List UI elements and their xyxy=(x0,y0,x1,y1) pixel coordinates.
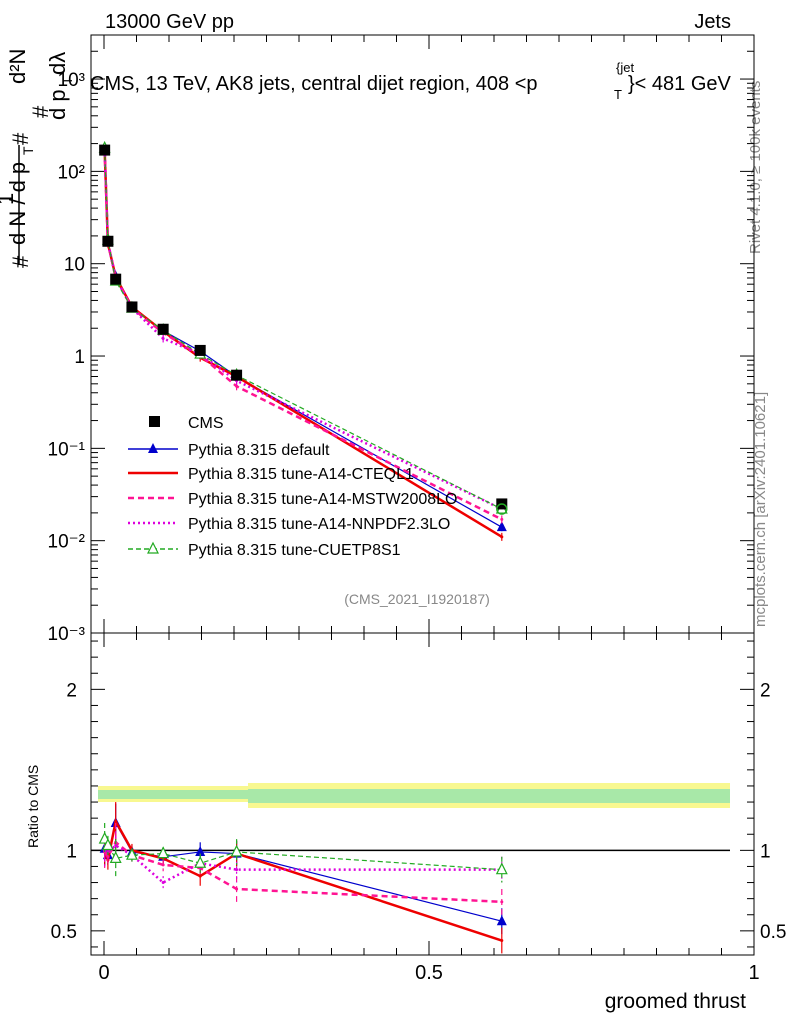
data-point xyxy=(496,521,507,532)
ratio-line xyxy=(104,821,502,922)
data-point xyxy=(125,847,138,860)
svg-text:T: T xyxy=(20,146,36,155)
ratio-plot-frame xyxy=(90,632,755,956)
mcplots-label: mcplots.cern.ch [arXiv:2401.10621] xyxy=(752,392,769,627)
svg-text:dλ: dλ xyxy=(45,52,70,75)
ratio-series-3 xyxy=(103,822,504,915)
title-suffix: }< 481 GeV xyxy=(628,73,732,95)
data-point xyxy=(230,844,243,857)
ratio-y-tick-label-right: 1 xyxy=(760,841,771,862)
legend: CMS Pythia 8.315 default Pythia 8.315 tu… xyxy=(128,415,457,559)
top-axis-ticks: 10⁻³ 10⁻² 10⁻¹ 1 10 10² 10³ xyxy=(48,34,755,645)
data-point xyxy=(500,939,504,943)
data-point xyxy=(126,301,138,313)
svg-text:d²N: d²N xyxy=(5,49,30,84)
legend-marker-cms xyxy=(149,416,160,427)
legend-marker-default xyxy=(148,443,158,453)
svg-text:#: # xyxy=(28,105,53,118)
svg-text:T: T xyxy=(59,76,75,85)
data-point xyxy=(231,369,243,381)
svg-text:#: # xyxy=(8,132,33,145)
data-point xyxy=(500,900,504,904)
ratio-line xyxy=(104,843,502,885)
x-tick-label: 0 xyxy=(98,962,109,984)
data-point xyxy=(99,144,111,156)
top-y-tick-label: 10⁻³ xyxy=(48,624,86,645)
energy-label: 13000 GeV pp xyxy=(105,11,234,33)
data-point xyxy=(500,517,504,521)
top-y-tick-label: 10² xyxy=(58,162,85,183)
data-point xyxy=(101,838,114,851)
ratio-y-axis-label: Ratio to CMS xyxy=(25,765,41,848)
title-superscript: {jet xyxy=(616,60,634,75)
data-point xyxy=(194,855,207,868)
data-point xyxy=(235,384,239,388)
data-point xyxy=(195,845,206,856)
data-point xyxy=(109,851,122,864)
ratio-y-tick-label: 0.5 xyxy=(51,922,77,943)
data-point xyxy=(157,846,170,859)
svg-text:#: # xyxy=(8,255,33,268)
data-point xyxy=(161,336,165,340)
plot-title: CMS, 13 TeV, AK8 jets, central dijet reg… xyxy=(90,60,732,102)
data-point xyxy=(114,844,118,848)
top-y-tick-label: 10⁻¹ xyxy=(48,439,86,460)
data-point xyxy=(235,868,239,872)
data-point xyxy=(500,535,504,539)
top-y-tick-label: 10³ xyxy=(58,70,85,91)
series-line xyxy=(104,148,503,510)
ratio-uncertainty-band xyxy=(98,783,730,808)
ratio-series-1 xyxy=(99,803,507,935)
top-y-tick-label: 10⁻² xyxy=(48,532,86,553)
data-point xyxy=(110,273,122,285)
top-y-tick-label: 1 xyxy=(74,347,85,368)
ratio-series-layer xyxy=(98,802,508,954)
top-y-tick-label: 10 xyxy=(64,255,85,276)
data-point xyxy=(114,819,118,823)
legend-label-cms: CMS xyxy=(188,415,224,432)
title-prefix: CMS, 13 TeV, AK8 jets, central dijet reg… xyxy=(90,73,538,95)
top-series-layer xyxy=(98,140,508,541)
svg-text:1: 1 xyxy=(0,193,18,205)
ratio-y-tick-label-right: 0.5 xyxy=(760,922,786,943)
data-point xyxy=(161,863,165,867)
data-point xyxy=(161,881,165,885)
series-line xyxy=(103,150,503,521)
x-axis-label: groomed thrust xyxy=(605,990,746,1013)
legend-marker-cuetp8s1 xyxy=(147,541,159,554)
x-tick-label: 1 xyxy=(748,962,759,984)
rivet-label: Rivet 4.1.0, ≥ 100k events xyxy=(747,81,764,254)
end-point-marker xyxy=(496,503,508,515)
legend-label-nnpdf: Pythia 8.315 tune-A14-NNPDF2.3LO xyxy=(188,516,450,533)
ratio-line xyxy=(103,817,503,942)
legend-label-cuetp8s1: Pythia 8.315 tune-CUETP8S1 xyxy=(188,542,401,559)
data-point xyxy=(157,323,169,335)
svg-text:d p: d p xyxy=(45,89,70,120)
legend-label-default: Pythia 8.315 default xyxy=(188,442,330,459)
data-point xyxy=(194,344,206,356)
ratio-series-5 xyxy=(98,822,508,883)
data-point xyxy=(496,915,507,926)
ratio-y-tick-label: 2 xyxy=(66,680,77,701)
legend-label-mstw: Pythia 8.315 tune-A14-MSTW2008LO xyxy=(188,491,457,508)
data-point xyxy=(235,887,239,891)
reference-label: (CMS_2021_I1920187) xyxy=(344,591,490,607)
data-point xyxy=(106,855,110,859)
ratio-y-tick-label-right: 2 xyxy=(760,680,771,701)
ratio-axis-ticks: 0.5 0.51 12 20 0.5 1 xyxy=(51,633,786,984)
series-line xyxy=(103,149,503,511)
legend-label-cteql1: Pythia 8.315 tune-A14-CTEQL1 xyxy=(188,466,414,483)
title-subscript: T xyxy=(614,87,622,102)
ratio-y-tick-label: 1 xyxy=(66,841,77,862)
svg-text:d N / d p: d N / d p xyxy=(5,162,30,245)
category-label: Jets xyxy=(694,11,731,33)
data-point xyxy=(102,235,114,247)
data-point xyxy=(198,874,202,878)
x-tick-label: 0.5 xyxy=(415,962,443,984)
data-point xyxy=(495,862,508,875)
top-y-axis-label: # d N / d p T 1 # # d p T dλ d²N xyxy=(0,49,75,268)
